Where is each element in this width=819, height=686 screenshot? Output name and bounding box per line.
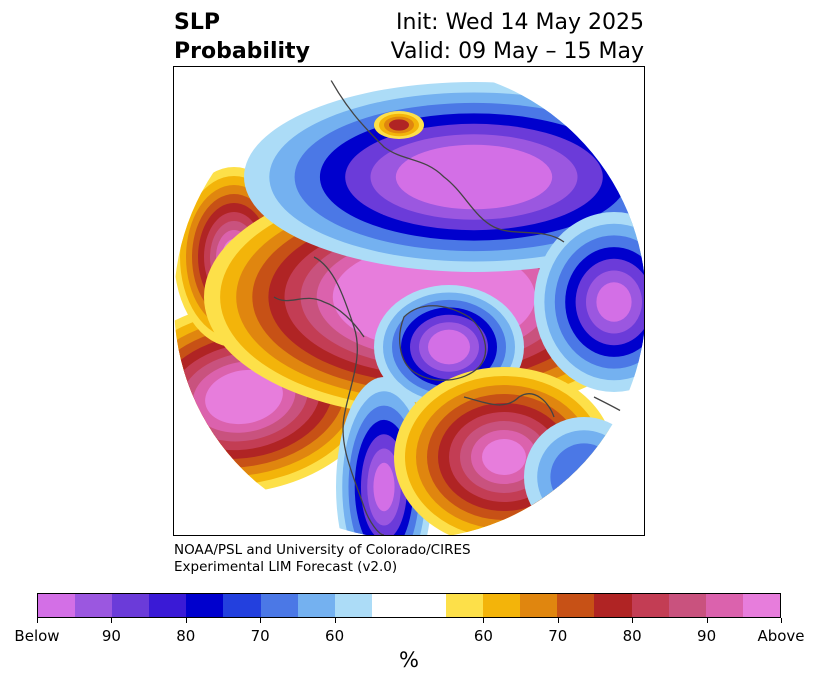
colorbar-swatch [38, 594, 76, 617]
colorbar-tick-mark [334, 618, 336, 623]
pacific-high [205, 369, 283, 425]
probability-shading [174, 67, 644, 535]
colorbar-swatch [223, 594, 261, 617]
colorbar-tick-label: Below [14, 627, 60, 645]
colorbar-tick-mark [632, 618, 634, 623]
colorbar-tick-mark [260, 618, 262, 623]
colorbar-tick-label: 80 [622, 627, 642, 645]
title-line-2: Probability [174, 39, 310, 64]
polar-map [173, 66, 645, 536]
eastern-na-high [482, 439, 526, 475]
colorbar-swatch [334, 594, 372, 617]
western-na-low [373, 462, 395, 512]
colorbar-tick-mark [111, 618, 113, 623]
colorbar-tick-label: 80 [176, 627, 196, 645]
colorbar-tick-label: 70 [548, 627, 568, 645]
colorbar-tick-mark [706, 618, 708, 623]
coastline-path [399, 305, 487, 381]
colorbar-swatch [705, 594, 743, 617]
colorbar-swatch [75, 594, 113, 617]
forecast-dates: Init: Wed 14 May 2025 Valid: 09 May – 15… [391, 8, 644, 66]
valid-range: Valid: 09 May – 15 May [390, 39, 644, 64]
colorbar-tick-mark [185, 618, 187, 623]
coastline-path [463, 393, 555, 418]
atlantic-low [596, 282, 632, 322]
colorbar-swatch [594, 594, 632, 617]
credit-line-1: NOAA/PSL and University of Colorado/CIRE… [174, 542, 471, 558]
credit: NOAA/PSL and University of Colorado/CIRE… [174, 542, 471, 576]
colorbar [37, 593, 781, 618]
colorbar-swatch [260, 594, 298, 617]
subtropical-low [550, 443, 618, 511]
title-line-1: SLP [174, 10, 220, 35]
coastline-path [313, 256, 385, 535]
colorbar-tick-mark [781, 618, 782, 623]
colorbar-swatch [371, 594, 409, 617]
colorbar-swatch [297, 594, 335, 617]
colorbar-swatch [483, 594, 521, 617]
colorbar-swatch [446, 594, 484, 617]
colorbar-tick-label: Above [757, 627, 805, 645]
map-title: SLP Probability [174, 8, 310, 66]
colorbar-tick-label: 70 [250, 627, 270, 645]
colorbar-swatch [742, 594, 780, 617]
colorbar-tick-label: 90 [697, 627, 717, 645]
colorbar-tick-mark [37, 618, 38, 623]
colorbar-swatch [112, 594, 150, 617]
north-sea-high [389, 119, 409, 131]
colorbar-tick-label: 60 [473, 627, 493, 645]
colorbar-tick-mark [557, 618, 559, 623]
colorbar-tick-label: 90 [101, 627, 121, 645]
colorbar-tick-mark [483, 618, 485, 623]
eurasian-low [395, 144, 553, 210]
init-date: Init: Wed 14 May 2025 [396, 10, 644, 35]
colorbar-tick-label: 60 [325, 627, 345, 645]
coastlines [273, 67, 644, 535]
coastline-path [273, 296, 365, 338]
credit-line-2: Experimental LIM Forecast (v2.0) [174, 559, 398, 575]
colorbar-swatch [149, 594, 187, 617]
coastline-path [323, 67, 565, 243]
polar-low [428, 329, 470, 365]
probability-field [174, 67, 644, 535]
colorbar-swatch [186, 594, 224, 617]
colorbar-swatch [631, 594, 669, 617]
colorbar-units: % [399, 648, 419, 672]
colorbar-swatch [557, 594, 595, 617]
colorbar-swatch [408, 594, 447, 617]
colorbar-swatch [668, 594, 706, 617]
colorbar-swatch [520, 594, 558, 617]
